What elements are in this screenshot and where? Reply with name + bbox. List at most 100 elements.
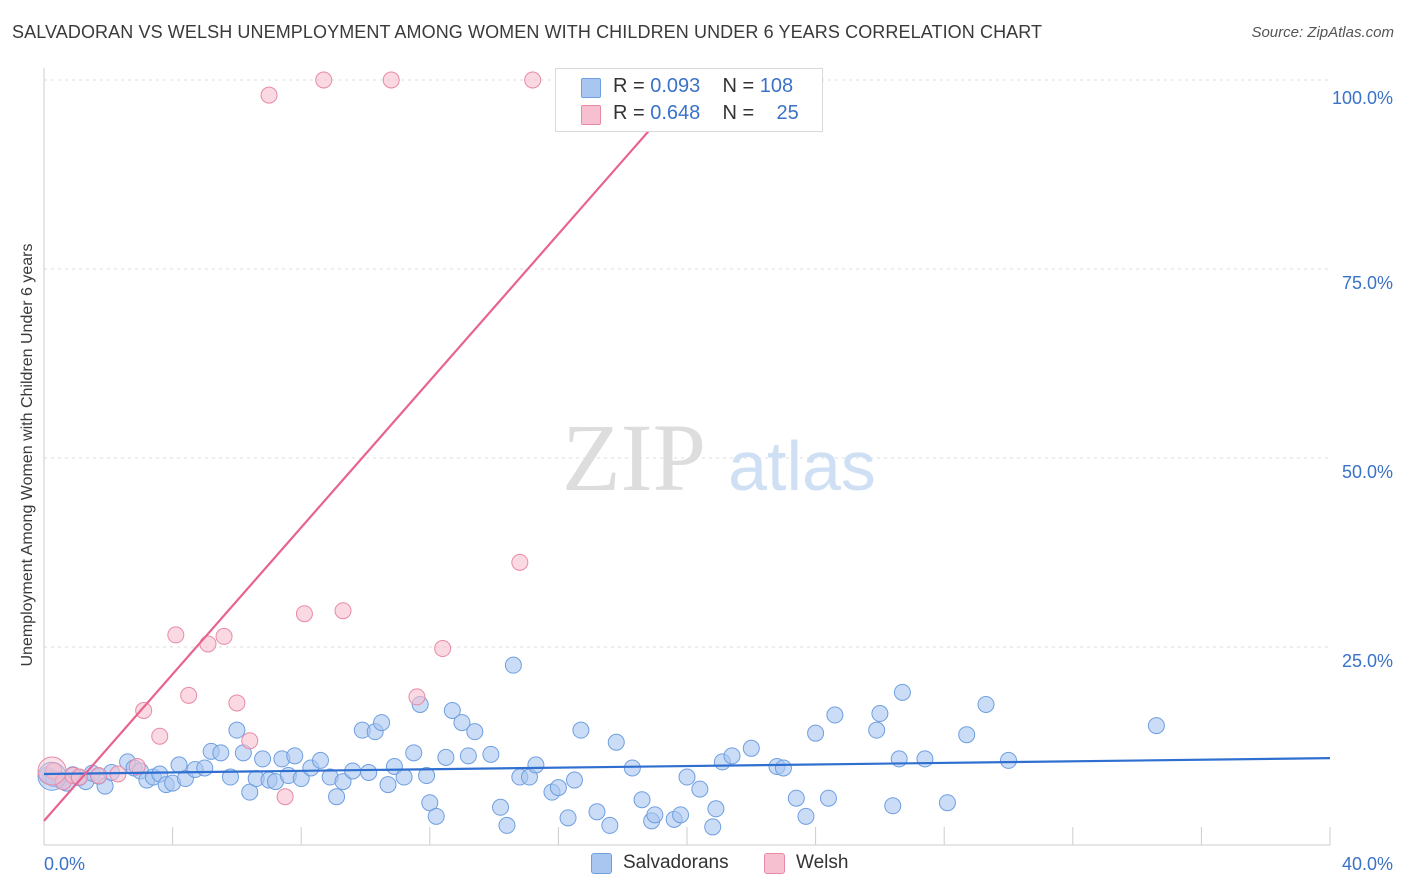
welsh-point: [241, 732, 259, 750]
salvadorans-point: [443, 702, 461, 720]
salvadorans-point: [977, 695, 995, 713]
salvadorans-point: [405, 744, 423, 762]
salvadorans-point: [893, 683, 911, 701]
salvadorans-point: [559, 809, 577, 827]
salvadorans-point: [212, 744, 230, 762]
y-tick-label: 25.0%: [1342, 651, 1393, 671]
welsh-point: [90, 767, 108, 785]
salvadorans-point: [1147, 717, 1165, 735]
y-tick-label: 50.0%: [1342, 462, 1393, 482]
welsh-point-large: [37, 756, 67, 786]
salvadorans-point: [437, 748, 455, 766]
bottom-legend-swatch-blue: [591, 853, 612, 874]
welsh-point: [334, 602, 352, 620]
welsh-point: [70, 768, 88, 786]
salvadorans-point: [241, 783, 259, 801]
salvadorans-point: [1000, 751, 1017, 769]
salvadorans-point: [379, 776, 397, 794]
watermark-atlas: atlas: [728, 427, 876, 505]
welsh-point: [511, 553, 529, 571]
salvadorans-point: [678, 768, 696, 786]
salvadorans-point: [884, 797, 902, 815]
y-axis-label: Unemployment Among Women with Children U…: [19, 243, 36, 667]
welsh-trend-line: [43, 79, 695, 822]
chart-title: SALVADORAN VS WELSH UNEMPLOYMENT AMONG W…: [12, 22, 1043, 42]
salvadorans-point: [254, 750, 272, 768]
salvadorans-point: [395, 768, 413, 786]
legend-r-value: 0.093: [650, 75, 701, 97]
welsh-point: [434, 640, 452, 658]
legend-r-label: R =: [613, 102, 651, 124]
salvadorans-point: [492, 798, 510, 816]
salvadorans-point: [427, 807, 445, 825]
salvadorans-point: [228, 721, 246, 739]
salvadorans-point: [868, 721, 886, 739]
salvadorans-point: [916, 750, 934, 768]
legend: R = 0.093 N = 108 R = 0.648 N = 25: [555, 68, 823, 132]
salvadorans-point: [418, 767, 436, 785]
welsh-point: [167, 626, 185, 644]
watermark: ZIP atlas: [562, 404, 876, 511]
welsh-point: [135, 702, 153, 720]
salvadorans-point: [588, 803, 606, 821]
axes: [43, 68, 1331, 846]
welsh-point: [228, 694, 246, 712]
welsh-point: [260, 86, 278, 104]
salvadorans-point: [826, 706, 844, 724]
salvadorans-point: [565, 771, 583, 789]
welsh-point: [151, 727, 169, 745]
welsh-point: [128, 757, 146, 775]
welsh-point: [408, 688, 426, 706]
bottom-legend-label: Welsh: [796, 852, 849, 873]
salvadorans-point: [221, 768, 239, 786]
salvadorans-point: [453, 714, 471, 732]
salvadorans-point: [819, 789, 837, 807]
salvadorans-point: [938, 794, 956, 812]
salvadorans-point: [601, 816, 619, 834]
salvadorans-point: [633, 791, 651, 809]
salvadorans-point: [572, 721, 590, 739]
legend-swatch-pink: [581, 105, 601, 125]
y-tick-label: 100.0%: [1332, 88, 1393, 108]
salvadorans-point: [691, 780, 709, 798]
salvadorans-point: [466, 723, 484, 741]
welsh-point: [276, 788, 294, 806]
salvadorans-point: [807, 724, 825, 742]
welsh-point: [295, 605, 313, 623]
bottom-legend-swatch-pink: [764, 853, 785, 874]
salvadorans-point: [774, 759, 792, 777]
legend-swatch-blue: [581, 78, 601, 98]
salvadorans-point: [871, 705, 889, 723]
x-tick-label: 0.0%: [44, 854, 85, 874]
salvadorans-point: [373, 714, 391, 732]
y-tick-label: 75.0%: [1342, 273, 1393, 293]
salvadorans-point: [797, 807, 815, 825]
tick-labels: 100.0% 75.0% 50.0% 25.0% 0.0% 40.0%: [44, 88, 1393, 874]
salvadorans-point: [421, 794, 439, 812]
welsh-point: [524, 71, 542, 89]
salvadorans-point: [482, 745, 500, 763]
salvadorans-point: [958, 726, 976, 744]
x-tick-label: 40.0%: [1342, 854, 1393, 874]
bottom-legend-label: Salvadorans: [623, 852, 729, 873]
salvadorans-point: [607, 733, 625, 751]
salvadorans-point: [723, 747, 741, 765]
welsh-point: [315, 71, 333, 89]
salvadorans-point: [286, 747, 304, 765]
welsh-point: [382, 71, 400, 89]
trend-lines: [43, 79, 1331, 822]
salvadorans-point: [704, 818, 722, 836]
legend-n-label: N =: [722, 75, 760, 97]
legend-n-value: 25: [776, 102, 799, 124]
legend-n-label: N =: [722, 102, 760, 124]
salvadorans-point: [504, 656, 522, 674]
salvadorans-point: [787, 789, 805, 807]
salvadorans-point: [549, 779, 567, 797]
salvadorans-point: [646, 806, 664, 824]
salvadorans-point: [360, 763, 378, 781]
salvadorans-point: [707, 800, 725, 818]
salvadorans-point: [196, 759, 214, 777]
source-label: Source: ZipAtlas.com: [1251, 24, 1394, 41]
salvadorans-trend-line: [43, 757, 1331, 776]
